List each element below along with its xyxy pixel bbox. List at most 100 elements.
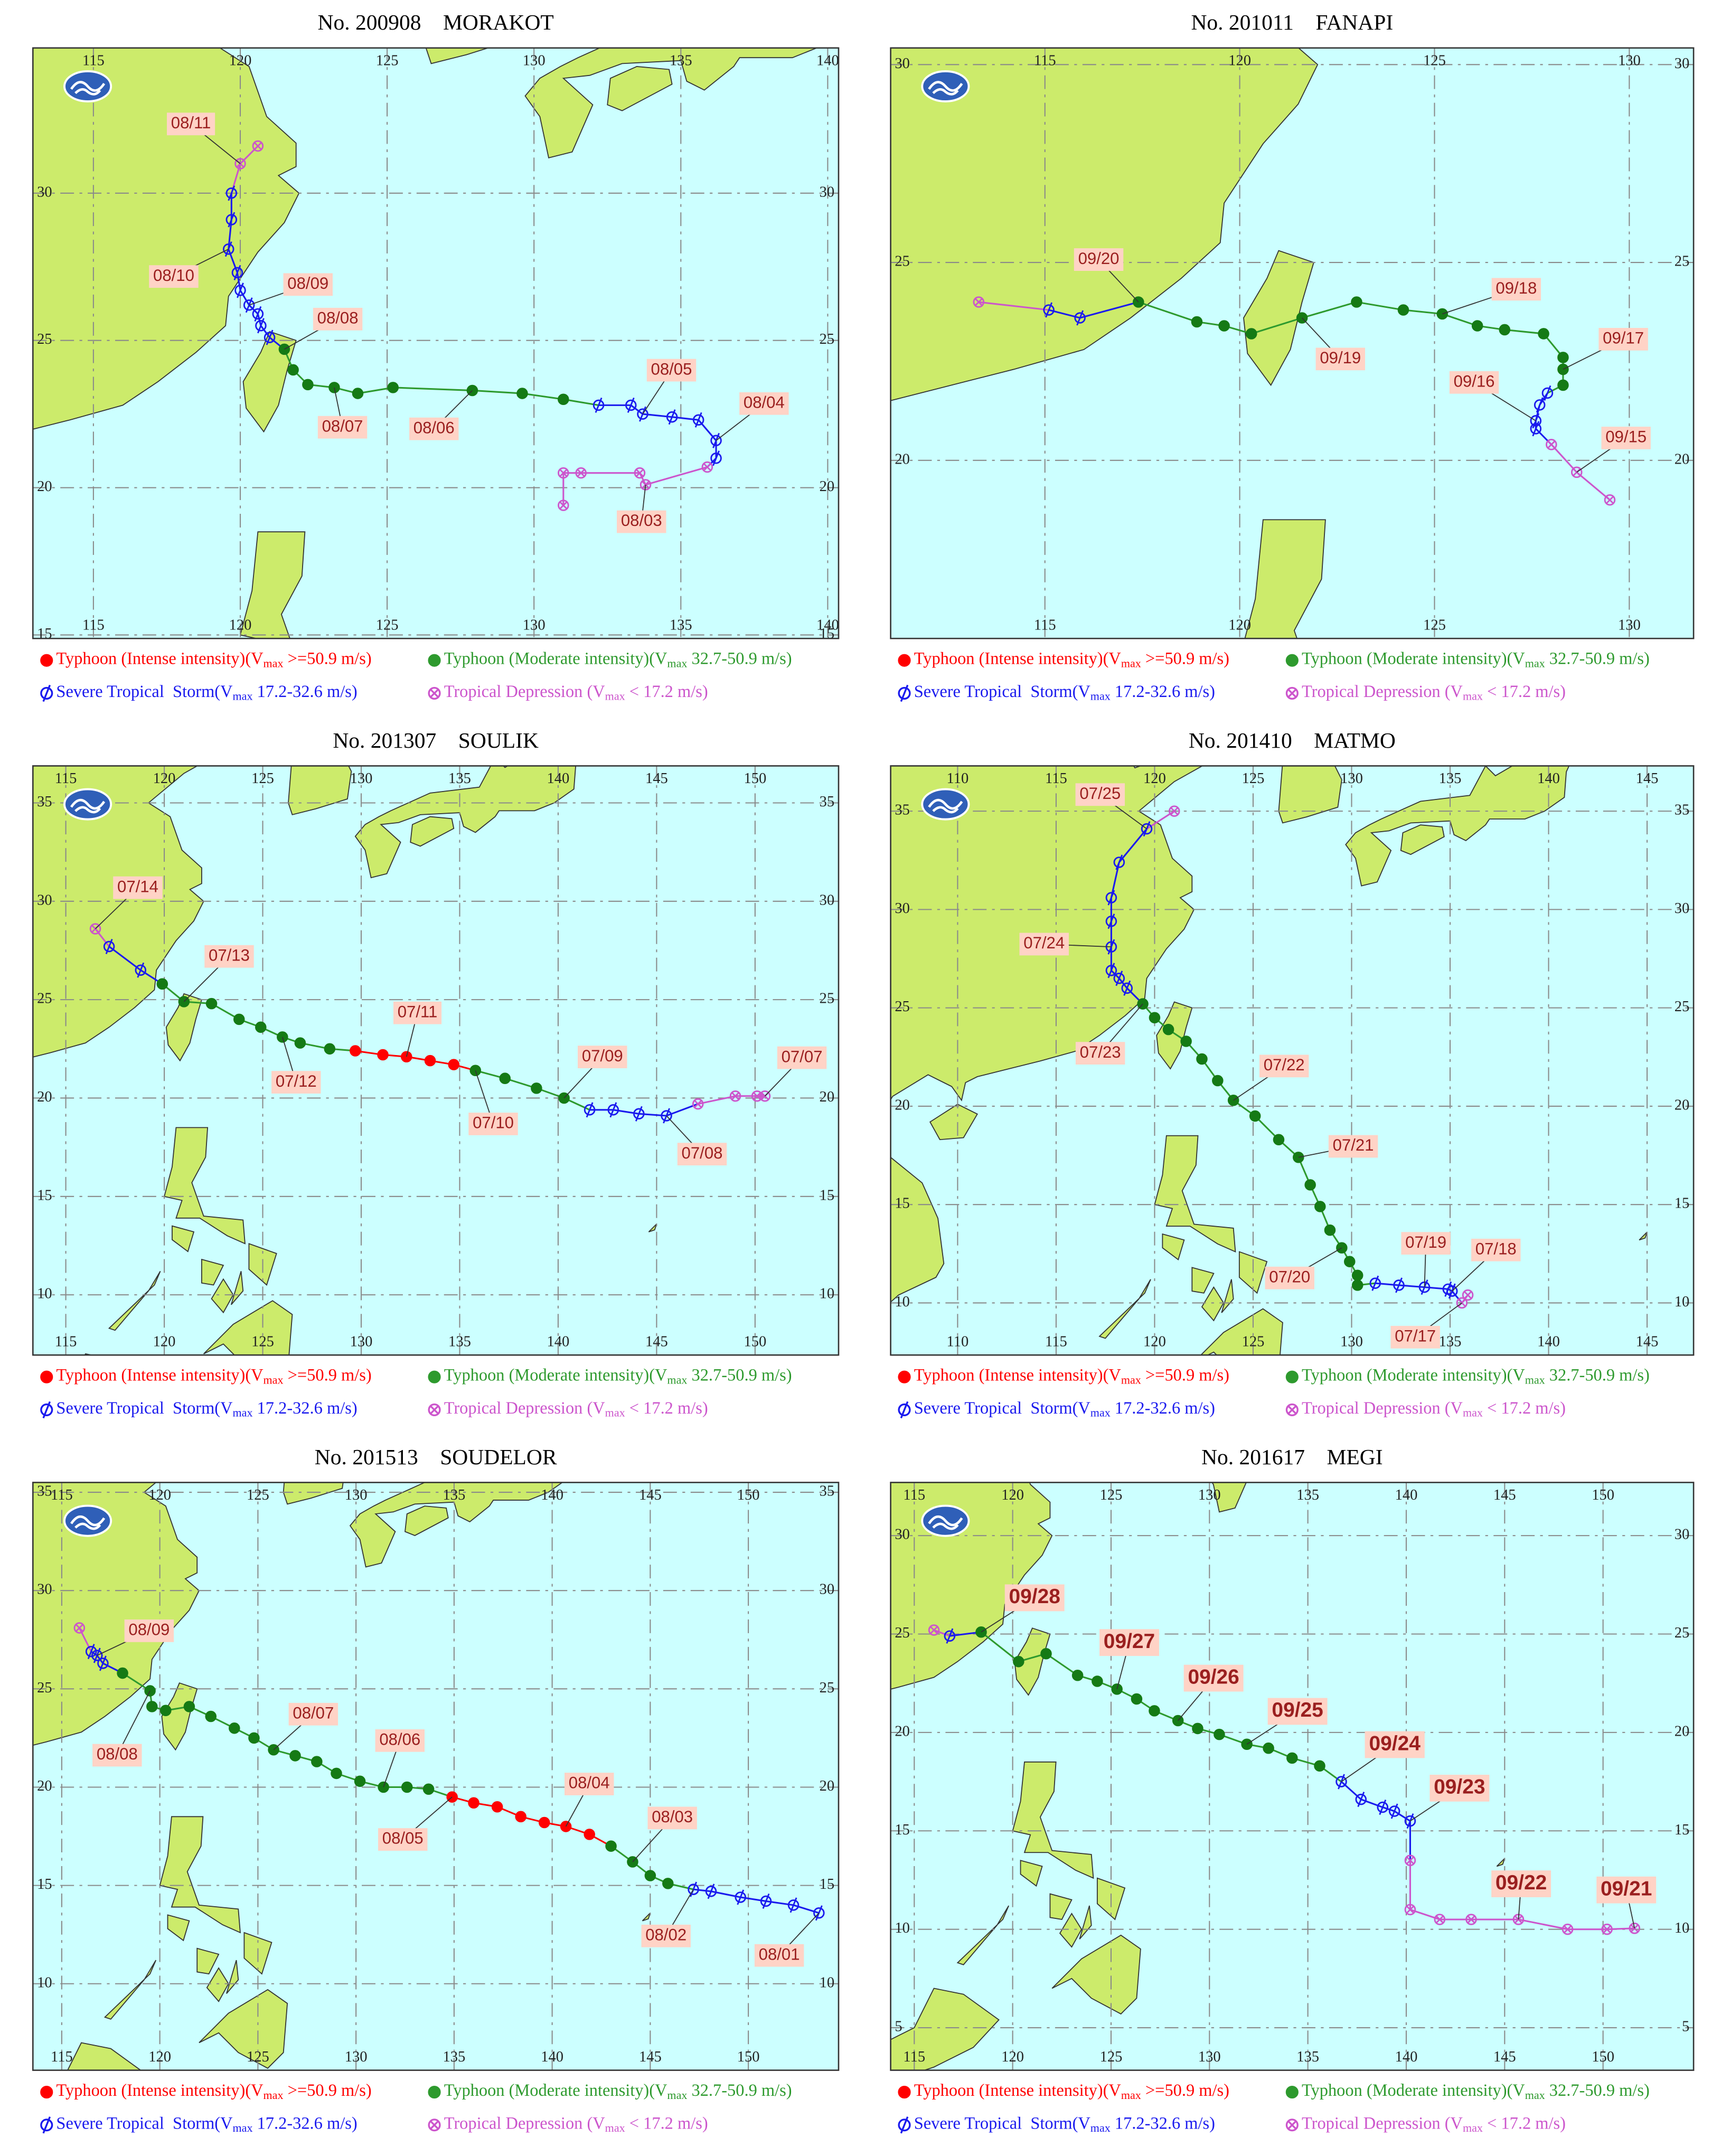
date-label-box — [1401, 1232, 1451, 1255]
legend-icon — [40, 684, 53, 702]
track-point — [1105, 963, 1117, 978]
track-point — [377, 1049, 389, 1061]
track-point — [584, 1102, 596, 1118]
track-point — [73, 1622, 86, 1634]
lon-tick-label: 140 — [816, 52, 839, 69]
lat-tick-label: 20 — [895, 1723, 910, 1739]
track-segment — [393, 387, 473, 392]
legend-icon — [1285, 654, 1299, 667]
track-segment — [1518, 1918, 1568, 1931]
track-point — [117, 1667, 128, 1679]
legend-entry: Typhoon (Moderate intensity)(Vmax 32.7-5… — [1302, 2082, 1650, 2102]
lon-tick-label: 120 — [153, 1333, 176, 1350]
lon-tick-label: 130 — [1618, 52, 1641, 69]
land — [33, 48, 300, 430]
track-point — [787, 1897, 800, 1913]
legend-text: Severe Tropical Storm(V — [56, 2114, 233, 2133]
legend-text: max — [667, 1373, 687, 1387]
map-title: No. 201011 FANAPI — [1191, 10, 1393, 34]
date-label-box — [1430, 1774, 1490, 1802]
track-point — [661, 1108, 672, 1124]
land — [203, 1300, 293, 1355]
track-point — [1040, 1648, 1052, 1660]
lat-tick-label: 25 — [1675, 999, 1690, 1015]
lat-tick-label: 20 — [1675, 1097, 1690, 1113]
track-segment — [1118, 977, 1128, 989]
track-point — [692, 1098, 704, 1110]
legend-entry: Severe Tropical Storm(Vmax 17.2-32.6 m/s… — [914, 1399, 1215, 1419]
track-point — [1351, 1279, 1363, 1291]
lon-tick-label: 150 — [744, 1333, 766, 1350]
map-frame — [890, 1482, 1695, 2071]
land — [1049, 1893, 1073, 1920]
legend-entry: Typhoon (Intense intensity)(Vmax >=50.9 … — [56, 649, 371, 670]
legend-entry: Severe Tropical Storm(Vmax 17.2-32.6 m/s… — [56, 1399, 357, 1419]
track-segment — [1138, 301, 1197, 323]
land — [1211, 1482, 1247, 1513]
legend-icon — [1285, 686, 1299, 700]
lat-tick-label: 35 — [820, 794, 835, 810]
track-point — [1105, 939, 1117, 955]
track-point — [1546, 439, 1557, 450]
track-point — [1369, 1275, 1381, 1291]
land — [161, 1682, 198, 1751]
legend-icon — [898, 654, 911, 667]
track-point — [944, 1628, 956, 1644]
lon-tick-label: 145 — [639, 2049, 662, 2065]
track-point — [593, 397, 605, 413]
track-point — [1273, 1134, 1285, 1145]
lat-tick-label: 25 — [37, 331, 52, 347]
track-segment — [1382, 1806, 1395, 1812]
legend-text: Tropical Depression (V — [1302, 682, 1463, 701]
legend-entry: Typhoon (Intense intensity)(Vmax >=50.9 … — [914, 1366, 1229, 1386]
track-point — [1397, 304, 1409, 316]
date-label: 09/27 — [1104, 1630, 1155, 1653]
track-segment — [934, 1629, 950, 1637]
land — [890, 1988, 1000, 2070]
lon-tick-label: 125 — [247, 1487, 269, 1503]
track-point — [1570, 466, 1583, 478]
lon-tick-label: 140 — [1395, 1487, 1418, 1503]
track-point — [531, 1082, 542, 1094]
lon-tick-label: 110 — [947, 770, 969, 787]
track-point — [1013, 1655, 1024, 1668]
date-label: 08/10 — [153, 266, 194, 285]
track-point — [1212, 1075, 1224, 1087]
track-segment — [698, 1095, 736, 1105]
track-point — [1113, 854, 1125, 870]
date-label-box — [1471, 1238, 1521, 1261]
lon-tick-label: 130 — [1618, 617, 1641, 633]
lat-tick-label: 25 — [1675, 1625, 1690, 1641]
track-segment — [645, 466, 708, 486]
lat-tick-label: 25 — [37, 1680, 52, 1696]
lon-tick-label: 120 — [1001, 2049, 1024, 2065]
track-segment — [257, 314, 262, 326]
legend-text: Tropical Depression (V — [1302, 1399, 1463, 1418]
track-point — [1562, 1923, 1574, 1935]
date-label: 09/22 — [1496, 1871, 1547, 1894]
legend-text: 32.7-50.9 m/s) — [687, 2082, 792, 2101]
land — [33, 1482, 200, 1746]
track-point — [491, 1801, 503, 1813]
track-point — [264, 329, 276, 345]
land — [1051, 1934, 1141, 2015]
track-point — [252, 140, 264, 152]
lon-tick-label: 125 — [251, 1333, 274, 1350]
legend-entry: Severe Tropical Storm(Vmax 17.2-32.6 m/s… — [56, 682, 357, 702]
track-segment — [630, 404, 643, 415]
track-point — [735, 1889, 747, 1905]
lon-tick-label: 115 — [1034, 617, 1056, 633]
track-segment — [1110, 862, 1120, 898]
date-label: 07/08 — [682, 1144, 723, 1162]
legend-text: 32.7-50.9 m/s) — [687, 1366, 792, 1385]
lat-tick-label: 20 — [37, 1778, 52, 1794]
legend-icon — [428, 654, 441, 667]
map-title: No. 201410 MATMO — [1189, 728, 1396, 752]
date-label: 07/11 — [398, 1002, 438, 1021]
track-point — [701, 461, 713, 473]
track-point — [146, 1701, 158, 1712]
date-label-box — [124, 1619, 174, 1642]
track-point — [1149, 1012, 1161, 1024]
legend-text: Typhoon (Intense intensity)(V — [56, 2082, 264, 2101]
